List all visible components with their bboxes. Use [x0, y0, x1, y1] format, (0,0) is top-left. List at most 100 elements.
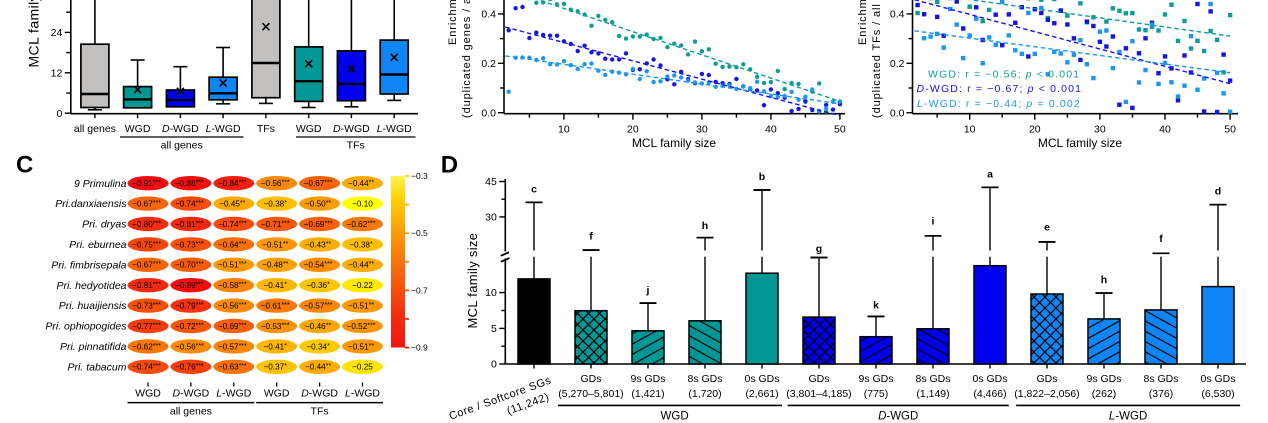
- svg-text:40: 40: [1159, 123, 1171, 135]
- svg-text:−0.67***: −0.67***: [132, 200, 161, 209]
- svg-text:−0.75***: −0.75***: [132, 240, 161, 249]
- svg-text:D-WGD: r = −0.67; p < 0.001: D-WGD: r = −0.67; p < 0.001: [917, 83, 1083, 95]
- svg-text:TFs: TFs: [311, 406, 329, 418]
- svg-text:8s GDs: 8s GDs: [687, 373, 722, 385]
- svg-text:Pri. hedyotidea: Pri. hedyotidea: [56, 280, 126, 292]
- svg-text:9s GDs: 9s GDs: [1086, 373, 1121, 385]
- svg-text:0s GDs: 0s GDs: [1200, 373, 1235, 385]
- svg-text:L-WGD: r = −0.44; p = 0.002: L-WGD: r = −0.44; p = 0.002: [917, 98, 1081, 110]
- svg-text:h: h: [1101, 274, 1107, 286]
- svg-text:−0.73***: −0.73***: [175, 240, 204, 249]
- svg-text:(6,530): (6,530): [1201, 388, 1234, 400]
- svg-text:20: 20: [627, 123, 639, 135]
- svg-text:−0.72***: −0.72***: [175, 322, 204, 331]
- svg-text:−0.91***: −0.91***: [132, 179, 161, 188]
- svg-text:−0.48**: −0.48**: [262, 261, 288, 270]
- svg-text:−0.54***: −0.54***: [304, 261, 333, 270]
- svg-text:−0.10: −0.10: [352, 200, 373, 209]
- svg-text:(5,270–5,801): (5,270–5,801): [558, 388, 623, 400]
- svg-text:9 Primulina: 9 Primulina: [74, 178, 127, 190]
- svg-text:−0.74***: −0.74***: [175, 200, 204, 209]
- svg-text:−0.36*: −0.36*: [306, 281, 330, 290]
- svg-text:k: k: [873, 300, 879, 312]
- svg-text:−0.67***: −0.67***: [304, 179, 333, 188]
- svg-text:−0.73***: −0.73***: [132, 302, 161, 311]
- svg-text:(4,466): (4,466): [973, 388, 1006, 400]
- svg-text:−0.57***: −0.57***: [304, 302, 333, 311]
- svg-text:0.2: 0.2: [481, 58, 496, 70]
- svg-text:−0.67***: −0.67***: [132, 261, 161, 270]
- svg-text:Pri. tabacum: Pri. tabacum: [68, 361, 127, 373]
- svg-text:GDs: GDs: [809, 373, 830, 385]
- svg-text:−0.45**: −0.45**: [219, 200, 245, 209]
- svg-text:40: 40: [765, 123, 777, 135]
- svg-text:(1,149): (1,149): [916, 388, 949, 400]
- svg-text:0.0: 0.0: [481, 107, 496, 119]
- svg-text:all genes: all genes: [74, 123, 116, 135]
- svg-text:L-WGD: L-WGD: [206, 123, 241, 135]
- svg-text:−0.69***: −0.69***: [218, 322, 247, 331]
- svg-text:10: 10: [485, 287, 497, 299]
- svg-text:−0.58***: −0.58***: [218, 281, 247, 290]
- svg-text:b: b: [759, 171, 765, 183]
- svg-text:(262): (262): [1092, 388, 1117, 400]
- svg-text:10: 10: [964, 123, 976, 135]
- svg-text:−0.88***: −0.88***: [175, 179, 204, 188]
- svg-text:−0.44**: −0.44**: [348, 261, 374, 270]
- svg-text:0.4: 0.4: [890, 9, 905, 21]
- svg-text:0s GDs: 0s GDs: [744, 373, 779, 385]
- svg-text:−0.77***: −0.77***: [132, 322, 161, 331]
- svg-text:WGD: WGD: [296, 123, 322, 135]
- svg-text:(1,421): (1,421): [631, 388, 664, 400]
- svg-text:−0.53***: −0.53***: [261, 322, 290, 331]
- svg-text:TFs: TFs: [257, 123, 275, 135]
- svg-text:−0.81***: −0.81***: [132, 281, 161, 290]
- svg-text:0.2: 0.2: [890, 58, 905, 70]
- svg-text:−0.44**: −0.44**: [305, 363, 331, 372]
- svg-text:8s GDs: 8s GDs: [1143, 373, 1178, 385]
- svg-text:f: f: [589, 231, 593, 243]
- svg-text:24: 24: [51, 27, 63, 39]
- svg-text:C: C: [16, 152, 33, 179]
- svg-text:L-WGD: L-WGD: [345, 388, 380, 400]
- svg-text:Enrichment ratio: Enrichment ratio: [447, 0, 459, 45]
- svg-text:−0.51**: −0.51**: [348, 342, 374, 351]
- svg-text:−0.63***: −0.63***: [218, 363, 247, 372]
- svg-text:D: D: [441, 152, 458, 179]
- svg-text:−0.22: −0.22: [352, 281, 373, 290]
- svg-text:−0.37*: −0.37*: [263, 363, 287, 372]
- svg-text:WGD: WGD: [661, 411, 689, 423]
- svg-text:GDs: GDs: [581, 373, 602, 385]
- svg-text:−0.56***: −0.56***: [175, 342, 204, 351]
- svg-text:D-WGD: D-WGD: [301, 388, 338, 400]
- svg-text:L-WGD: L-WGD: [216, 388, 251, 400]
- svg-text:MCL family size: MCL family size: [1038, 136, 1123, 150]
- svg-text:12: 12: [51, 67, 63, 79]
- svg-text:−0.56***: −0.56***: [218, 302, 247, 311]
- svg-text:−0.25: −0.25: [352, 363, 373, 372]
- svg-text:−0.62***: −0.62***: [132, 342, 161, 351]
- svg-text:all genes: all genes: [170, 406, 212, 418]
- svg-text:30: 30: [1094, 123, 1106, 135]
- svg-text:−0.81***: −0.81***: [175, 220, 204, 229]
- svg-text:−0.74***: −0.74***: [132, 363, 161, 372]
- svg-text:30: 30: [696, 123, 708, 135]
- svg-text:Pri. ophiopogides: Pri. ophiopogides: [45, 321, 127, 333]
- svg-text:Pri.danxiaensis: Pri.danxiaensis: [55, 198, 127, 210]
- svg-text:(1,822–2,056): (1,822–2,056): [1014, 388, 1079, 400]
- svg-text:−0.46**: −0.46**: [305, 322, 331, 331]
- svg-text:−0.56***: −0.56***: [261, 179, 290, 188]
- svg-text:MCL family size: MCL family size: [632, 136, 717, 150]
- svg-text:g: g: [816, 243, 822, 255]
- svg-text:30: 30: [485, 212, 497, 224]
- svg-text:0: 0: [56, 108, 62, 120]
- svg-text:MCL family size: MCL family size: [465, 233, 480, 329]
- svg-text:a: a: [987, 169, 993, 181]
- svg-text:−0.38*: −0.38*: [349, 240, 373, 249]
- svg-text:−0.76***: −0.76***: [175, 363, 204, 372]
- svg-text:−0.64***: −0.64***: [218, 240, 247, 249]
- svg-text:−0.52***: −0.52***: [347, 322, 376, 331]
- svg-text:WGD: WGD: [135, 388, 161, 400]
- svg-text:−0.51**: −0.51**: [348, 302, 374, 311]
- svg-text:0.0: 0.0: [890, 107, 905, 119]
